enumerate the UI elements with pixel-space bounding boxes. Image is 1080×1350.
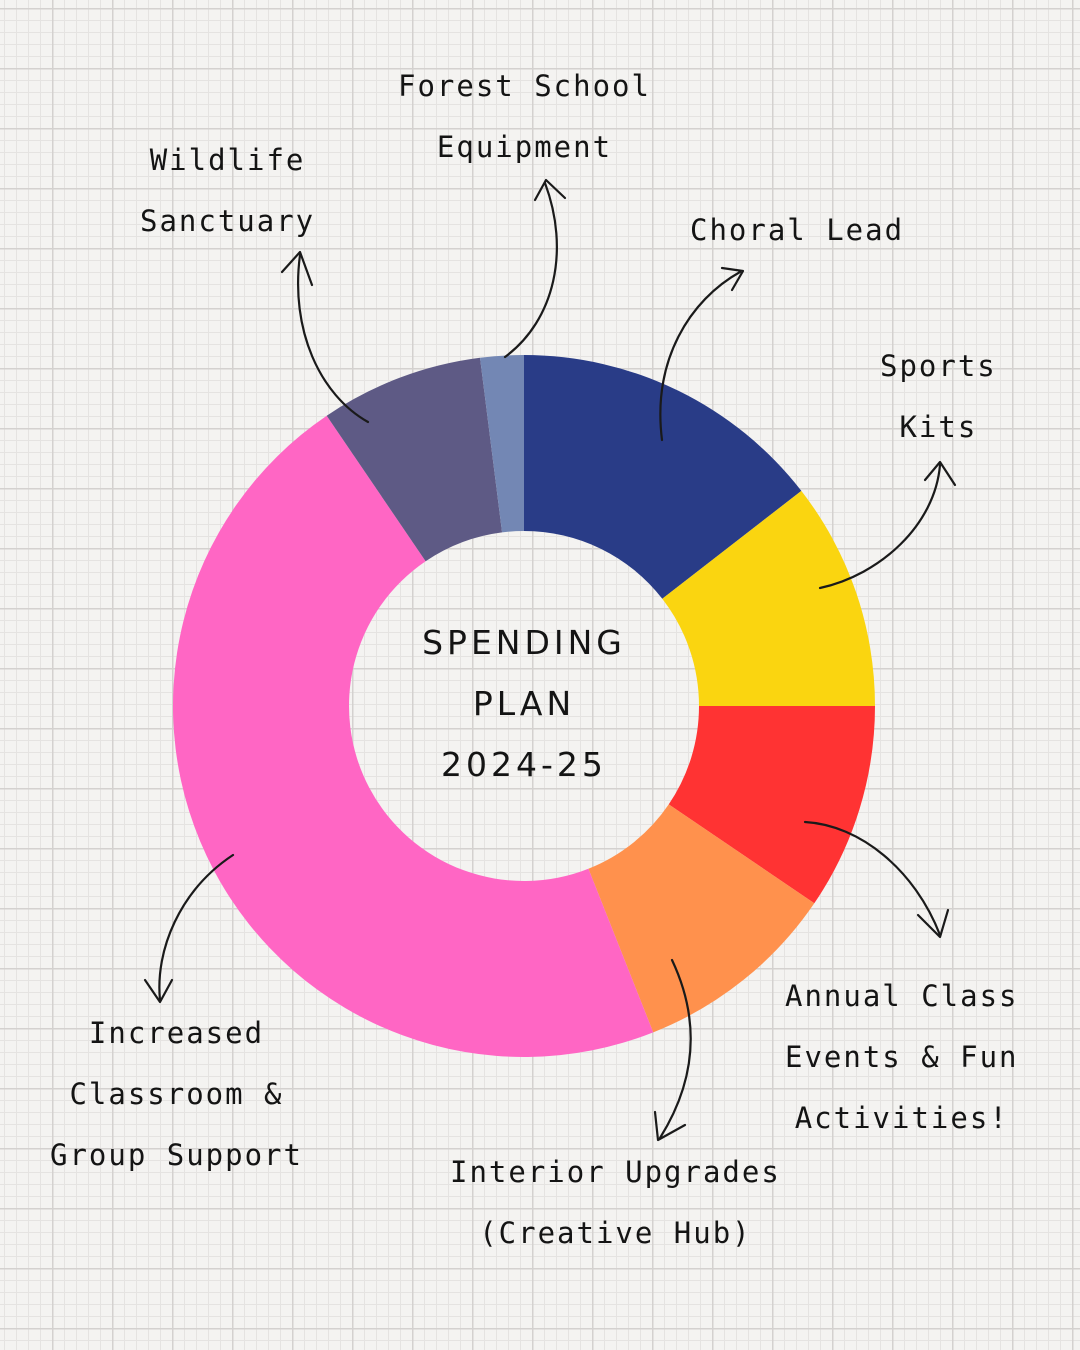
label-choral-lead: Choral Lead [690,213,905,247]
arrow-wildlife-sanctuary [296,253,370,424]
arrow-sports-kits [818,463,942,590]
slice-interior-upgrades [588,804,815,1033]
slice-wildlife-sanctuary [326,357,503,562]
label-forest-school-equipment: Forest School Equipment [398,69,651,164]
arrow-forest-school-equipment-head [533,178,567,202]
slice-sports-kits [662,490,875,706]
arrow-annual-class-events [803,820,942,937]
slice-classroom-support [172,415,654,1058]
arrow-interior-upgrades [658,958,692,1140]
slice-annual-class-events [668,706,875,904]
label-wildlife-sanctuary: Wildlife Sanctuary [140,143,316,238]
label-increased-classroom-support: Increased Classroom & Group Support [50,1016,303,1172]
label-interior-upgrades: Interior Upgrades (Creative Hub) [450,1155,781,1250]
arrow-forest-school-equipment [503,181,558,359]
chart-center-title: SPENDING PLAN 2024-25 [364,612,684,795]
arrow-choral-lead-head [720,266,745,292]
center-line-2: PLAN [472,684,576,723]
center-line-3: 2024-25 [441,745,607,784]
arrow-interior-upgrades-head [653,1110,687,1142]
center-line-1: SPENDING [422,623,626,662]
label-sports-kits: Sports Kits [880,349,997,444]
arrow-classroom-support [158,853,235,1002]
arrow-classroom-support-head [143,978,174,1004]
label-annual-class-events: Annual Class Events & Fun Activities! [785,979,1019,1135]
slice-choral-lead [524,355,802,599]
arrow-sports-kits-head [923,460,957,487]
arrow-choral-lead [659,270,742,442]
arrow-wildlife-sanctuary-head [280,250,314,287]
arrow-annual-class-events-head [916,908,950,939]
slice-forest-school-equipment [480,355,524,533]
